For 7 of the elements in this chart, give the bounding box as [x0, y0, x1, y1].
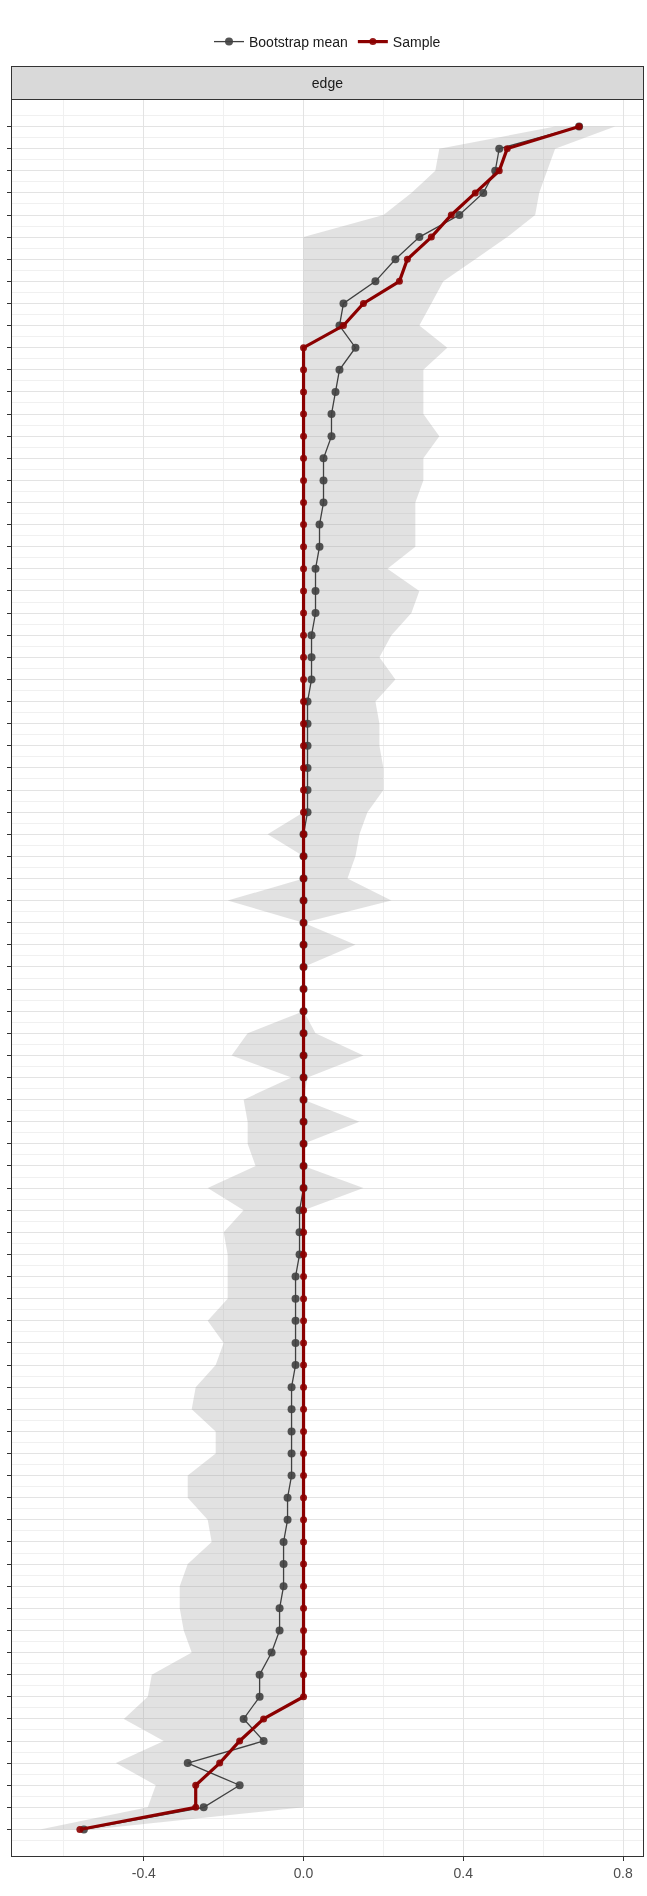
chart-title: edge	[311, 75, 344, 91]
legend-label: Sample	[392, 34, 441, 51]
x-tick-label: 0.4	[453, 1864, 474, 1881]
legend-label: Bootstrap mean	[249, 34, 348, 51]
x-tick-label: -0.4	[131, 1864, 157, 1881]
x-tick-label: 0.8	[613, 1864, 633, 1881]
x-tick-label: 0.0	[293, 1864, 314, 1881]
